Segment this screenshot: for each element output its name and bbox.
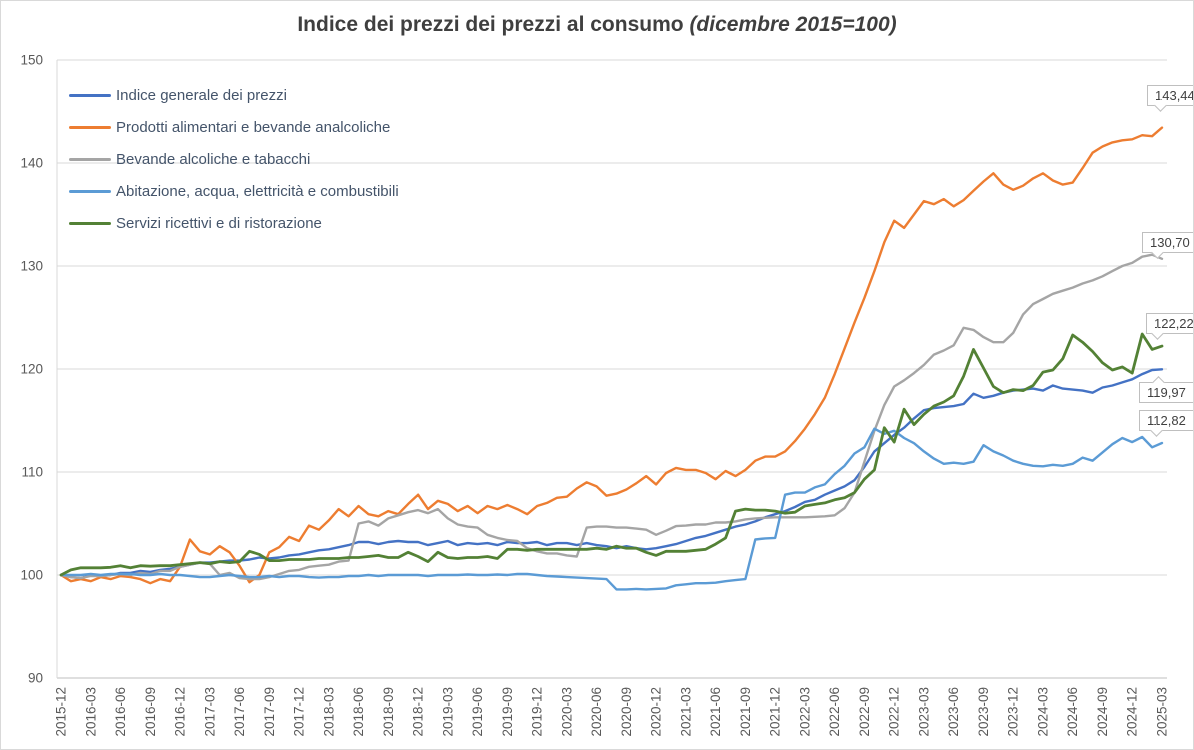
x-axis-tick-label: 2021-12: [768, 687, 783, 737]
legend-line-swatch: [69, 221, 111, 225]
legend: Indice generale dei prezzi Prodotti alim…: [69, 79, 399, 239]
data-label-value: 143,44: [1155, 88, 1194, 103]
x-axis-tick-label: 2018-09: [381, 687, 396, 737]
x-axis-tick-label: 2023-03: [916, 687, 931, 737]
x-axis-tick-label: 2017-09: [262, 687, 277, 737]
x-axis-tick-label: 2016-12: [173, 687, 188, 737]
legend-label: Servizi ricettivi e di ristorazione: [116, 214, 322, 232]
x-axis-tick-label: 2020-12: [649, 687, 664, 737]
data-label-bevande-alcoliche: 130,70: [1142, 232, 1193, 259]
data-label-value: 112,82: [1147, 413, 1186, 428]
x-axis-tick-label: 2021-06: [708, 687, 723, 737]
data-label-abitazione-energia: 112,82: [1139, 410, 1193, 437]
x-axis-tick-label: 2020-03: [559, 687, 574, 737]
x-axis-tick-label: 2024-03: [1035, 687, 1050, 737]
x-axis-tick-label: 2018-06: [351, 687, 366, 737]
legend-item-prodotti-alimentari: Prodotti alimentari e bevande analcolich…: [69, 111, 399, 143]
y-axis-tick-label: 130: [20, 259, 43, 274]
x-axis-tick-label: 2017-03: [202, 687, 217, 737]
x-axis-tick-label: 2021-09: [738, 687, 753, 737]
x-axis-tick-label: 2017-12: [292, 687, 307, 737]
legend-label: Bevande alcoliche e tabacchi: [116, 150, 311, 168]
x-axis-tick-label: 2024-06: [1065, 687, 1080, 737]
x-axis-tick-label: 2019-03: [440, 687, 455, 737]
legend-line-swatch: [69, 93, 111, 97]
series-line-4: [59, 427, 1164, 591]
x-axis-tick-label: 2024-12: [1125, 687, 1140, 737]
x-axis-tick-label: 2022-09: [857, 687, 872, 737]
x-axis-tick-label: 2020-06: [589, 687, 604, 737]
data-label-value: 119,97: [1147, 385, 1186, 400]
x-axis-tick-label: 2023-09: [976, 687, 991, 737]
x-axis-tick-label: 2015-12: [54, 687, 69, 737]
data-label-servizi-ricettivi: 122,22: [1146, 313, 1194, 340]
chart-title-subtitle: (dicembre 2015=100): [689, 13, 897, 36]
x-axis-tick-label: 2018-03: [321, 687, 336, 737]
x-axis-tick-label: 2022-06: [827, 687, 842, 737]
y-axis-tick-label: 90: [28, 671, 43, 686]
series-line-2: [59, 126, 1164, 585]
legend-item-bevande-alcoliche: Bevande alcoliche e tabacchi: [69, 143, 399, 175]
data-label-value: 130,70: [1150, 235, 1190, 250]
x-axis-tick-label: 2021-03: [678, 687, 693, 737]
x-axis-tick-label: 2016-06: [113, 687, 128, 737]
chart-title: Indice dei prezzi dei prezzi al consumo …: [1, 13, 1193, 37]
x-axis-tick-label: 2016-03: [83, 687, 98, 737]
data-label-prodotti-alimentari: 143,44: [1147, 85, 1194, 112]
chart-title-main: Indice dei prezzi dei prezzi al consumo: [297, 13, 690, 36]
x-axis-tick-label: 2022-12: [887, 687, 902, 737]
series-line-5: [59, 332, 1164, 577]
x-axis-tick-label: 2024-09: [1095, 687, 1110, 737]
x-axis-tick-label: 2022-03: [797, 687, 812, 737]
legend-label: Indice generale dei prezzi: [116, 86, 287, 104]
y-axis-tick-label: 150: [20, 53, 43, 68]
legend-label: Abitazione, acqua, elettricità e combust…: [116, 182, 399, 200]
x-axis-tick-label: 2019-06: [470, 687, 485, 737]
legend-line-swatch: [69, 125, 111, 129]
x-axis-tick-label: 2016-09: [143, 687, 158, 737]
x-axis-tick-label: 2018-12: [411, 687, 426, 737]
x-axis-tick-label: 2020-09: [619, 687, 634, 737]
x-axis-tick-label: 2019-09: [500, 687, 515, 737]
legend-label: Prodotti alimentari e bevande analcolich…: [116, 118, 391, 136]
x-axis-tick-label: 2017-06: [232, 687, 247, 737]
data-label-indice-generale: 119,97: [1139, 376, 1193, 403]
x-axis-tick-label: 2019-12: [530, 687, 545, 737]
legend-item-abitazione-energia: Abitazione, acqua, elettricità e combust…: [69, 175, 399, 207]
y-axis-tick-label: 140: [20, 156, 43, 171]
x-axis-tick-label: 2023-06: [946, 687, 961, 737]
y-axis-tick-label: 110: [21, 465, 43, 480]
legend-item-servizi-ricettivi: Servizi ricettivi e di ristorazione: [69, 207, 399, 239]
legend-line-swatch: [69, 157, 111, 161]
x-axis-tick-label: 2023-12: [1006, 687, 1021, 737]
y-axis-tick-label: 120: [20, 362, 43, 377]
x-axis-tick-label: 2025-03: [1155, 687, 1170, 737]
data-label-value: 122,22: [1154, 316, 1194, 331]
legend-line-swatch: [69, 189, 111, 193]
series-line-3: [59, 253, 1164, 581]
legend-item-indice-generale: Indice generale dei prezzi: [69, 79, 399, 111]
y-axis-tick-label: 100: [20, 568, 43, 583]
